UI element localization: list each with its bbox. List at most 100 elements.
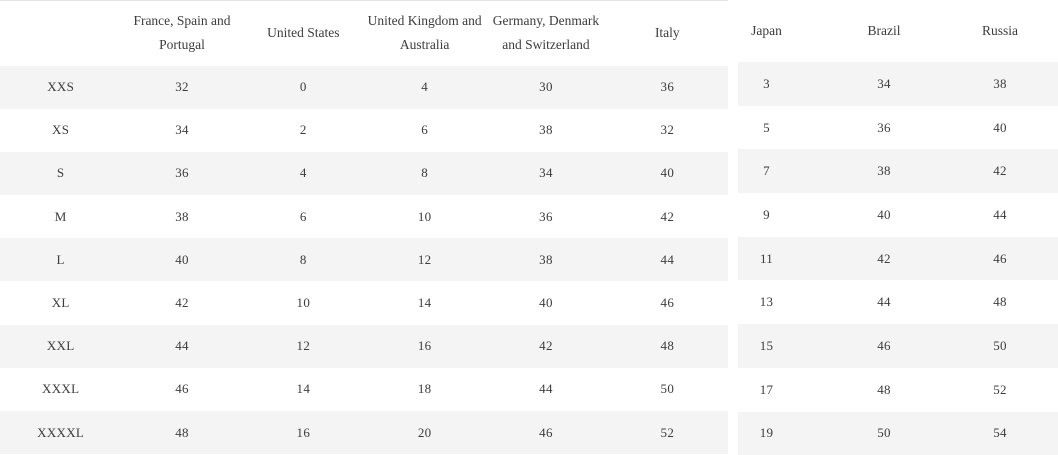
size-value-cell: 36: [539, 208, 553, 224]
size-value-cell: 44: [993, 206, 1007, 222]
size-value-cell: 36: [660, 79, 675, 95]
column-header: Italy: [606, 0, 728, 66]
size-value-cell: 4: [299, 165, 307, 181]
size-value-cell: 0: [299, 79, 307, 95]
filler-cell: [1027, 280, 1058, 324]
filler-cell: [1027, 106, 1058, 150]
size-label: XXL: [46, 338, 75, 354]
size-value-cell: 46: [539, 424, 553, 440]
table-row: M 38 6 10 36 42: [0, 195, 728, 238]
size-value-cell: 42: [660, 208, 675, 224]
size-label: XL: [51, 295, 70, 311]
size-value-cell: 10: [296, 295, 311, 311]
filler-cell: [1027, 237, 1058, 281]
size-value-cell: 9: [763, 206, 770, 222]
size-value-cell: 4: [421, 79, 429, 95]
size-value-cell: 40: [539, 295, 553, 311]
size-value-cell: 38: [539, 251, 553, 267]
column-header: France, Spain and Portugal: [121, 0, 243, 66]
table-row: XXL 44 12 16 42 48: [0, 324, 728, 368]
size-value-cell: 38: [175, 208, 189, 224]
table-row: 5 36 40: [738, 106, 1058, 150]
size-value-cell: 8: [299, 251, 307, 267]
table-row: 17 48 52: [738, 368, 1058, 412]
header-row: France, Spain and Portugal United States U…: [0, 0, 728, 66]
size-value-cell: 34: [175, 122, 189, 138]
size-value-cell: 20: [417, 424, 432, 440]
size-value-cell: 16: [296, 424, 311, 440]
corner-cell: [0, 0, 122, 66]
size-value-cell: 19: [759, 425, 774, 441]
size-value-cell: 48: [175, 424, 189, 440]
size-value-cell: 52: [993, 381, 1007, 397]
size-value-cell: 7: [763, 163, 770, 179]
size-value-cell: 36: [175, 165, 189, 181]
table-row: 11 42 46: [738, 236, 1058, 281]
table-row: XL 42 10 14 40 46: [0, 281, 728, 324]
size-value-cell: 42: [877, 250, 891, 266]
size-value-cell: 42: [993, 163, 1007, 179]
table-row: XS 34 2 6 38 32: [0, 109, 728, 152]
size-value-cell: 38: [539, 122, 553, 138]
filler-cell: [1027, 193, 1058, 237]
filler-cell: [1027, 368, 1058, 412]
table-row: L 40 8 12 38 44: [0, 238, 728, 282]
size-value-cell: 6: [299, 208, 307, 224]
size-value-cell: 40: [175, 251, 189, 267]
size-value-cell: 30: [539, 79, 553, 95]
filler-cell: [1027, 412, 1058, 455]
table-row: XXXXL 48 16 20 46 52: [0, 411, 728, 455]
size-label: XS: [52, 122, 70, 138]
filler-header-cell: [1027, 0, 1058, 62]
size-value-cell: 50: [660, 381, 675, 397]
size-value-cell: 54: [993, 425, 1007, 441]
size-value-cell: 38: [993, 75, 1007, 91]
column-header: Japan: [738, 0, 795, 62]
size-value-cell: 52: [660, 424, 675, 440]
size-value-cell: 40: [993, 119, 1007, 135]
column-header: Russia: [973, 0, 1027, 62]
size-label: XXXXL: [37, 424, 85, 440]
size-value-cell: 32: [175, 79, 189, 95]
size-value-cell: 14: [417, 295, 432, 311]
table-row: 13 44 48: [738, 280, 1058, 324]
size-value-cell: 42: [175, 295, 189, 311]
size-value-cell: 48: [660, 338, 675, 354]
size-value-cell: 34: [539, 165, 553, 181]
size-value-cell: 42: [539, 338, 553, 354]
size-value-cell: 46: [660, 295, 675, 311]
size-value-cell: 38: [877, 163, 891, 179]
table-row: 19 50 54: [738, 411, 1058, 455]
size-label: XXS: [47, 79, 75, 95]
size-conversion-table-extra: Japan Brazil Russia 3 34 38 5 36 40 7 38 42 9 40 44 11…: [738, 0, 1058, 455]
column-header: United Kingdom and Australia: [363, 0, 486, 66]
size-label: XXXL: [42, 381, 80, 397]
header-row: Japan Brazil Russia: [738, 0, 1058, 62]
table-row: XXS 32 0 4 30 36: [0, 65, 728, 109]
size-value-cell: 15: [759, 337, 774, 353]
size-value-cell: 13: [759, 294, 774, 310]
size-value-cell: 16: [417, 338, 432, 354]
table-row: 9 40 44: [738, 193, 1058, 237]
size-value-cell: 32: [660, 122, 675, 138]
size-value-cell: 40: [877, 206, 891, 222]
size-label: M: [54, 208, 67, 224]
size-value-cell: 12: [417, 251, 432, 267]
size-value-cell: 17: [759, 381, 774, 397]
size-value-cell: 2: [299, 122, 307, 138]
filler-cell: [1027, 62, 1058, 106]
filler-cell: [1027, 149, 1058, 193]
size-value-cell: 50: [877, 425, 891, 441]
size-value-cell: 46: [175, 381, 189, 397]
size-value-cell: 36: [877, 119, 891, 135]
size-value-cell: 10: [417, 208, 432, 224]
size-value-cell: 48: [877, 381, 891, 397]
size-value-cell: 46: [993, 250, 1007, 266]
size-value-cell: 6: [421, 122, 429, 138]
size-value-cell: 5: [763, 119, 770, 135]
column-header: Brazil: [795, 0, 973, 62]
size-value-cell: 11: [759, 250, 774, 266]
size-value-cell: 18: [417, 381, 432, 397]
table-row: S 36 4 8 34 40: [0, 151, 728, 196]
size-value-cell: 3: [763, 75, 770, 91]
